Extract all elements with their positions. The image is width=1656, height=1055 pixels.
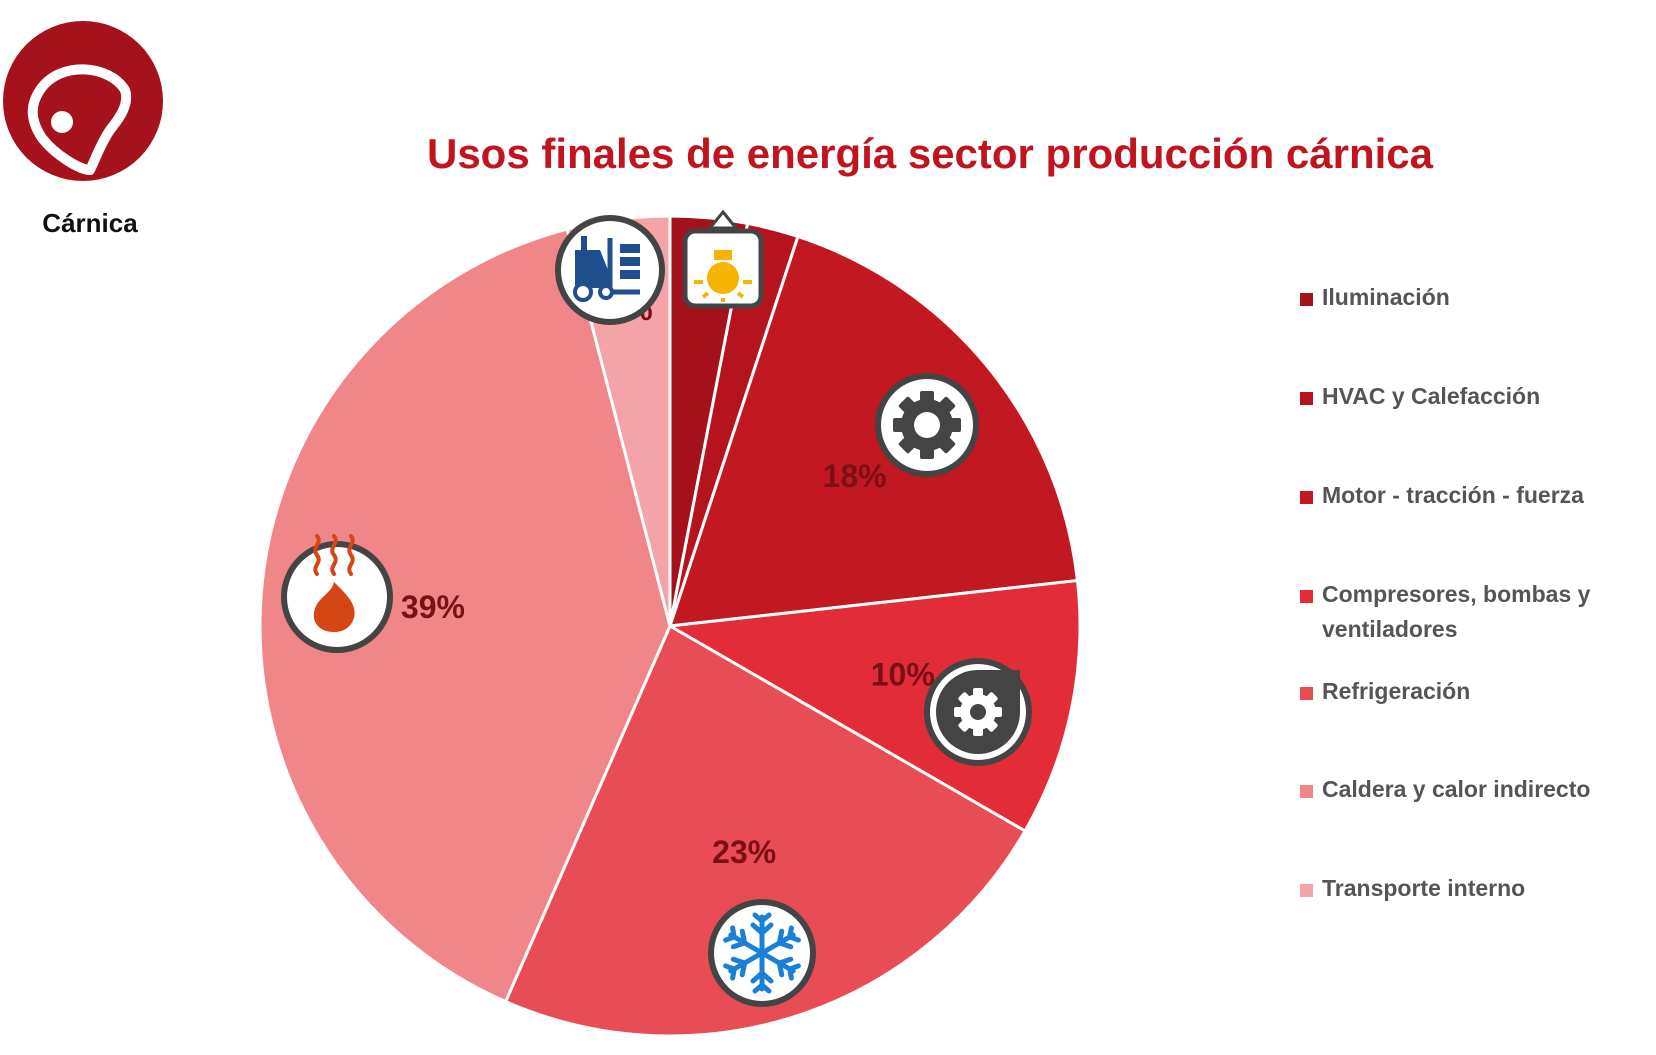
pie-slice-2 — [667, 234, 1080, 628]
legend-label: Transporte interno — [1322, 875, 1526, 901]
legend-label: Refrigeración — [1322, 678, 1471, 704]
legend-item-hvac: HVAC y Calefacción — [1300, 379, 1640, 414]
slice-label-2: 18% — [823, 458, 887, 494]
legend-swatch — [1300, 491, 1313, 504]
slice-label-5: 39% — [401, 589, 465, 625]
legend-swatch — [1300, 590, 1313, 603]
legend-item-motor: Motor - tracción - fuerza — [1300, 478, 1640, 513]
forklift-icon — [555, 215, 665, 325]
gear-icon — [875, 373, 979, 477]
chart-title: Usos finales de energía sector producció… — [426, 130, 1433, 177]
legend-label: Motor - tracción - fuerza — [1322, 482, 1584, 508]
slice-label-4: 23% — [712, 834, 776, 870]
meat-steak-icon — [27, 64, 132, 175]
legend-label: Caldera y calor indirecto — [1322, 776, 1591, 802]
legend-item-refrigeracion: Refrigeración — [1300, 674, 1640, 709]
carnica-logo — [3, 21, 163, 181]
snowflake-icon — [708, 899, 816, 1007]
slice-label-3: 10% — [871, 657, 935, 693]
legend-label: Compresores, bombas y ventiladores — [1322, 581, 1591, 642]
pie-slice-3 — [665, 578, 1082, 834]
logo-label: Cárnica — [42, 208, 138, 238]
legend-swatch — [1300, 687, 1313, 700]
legend-item-caldera: Caldera y calor indirecto — [1300, 772, 1640, 807]
legend-item-iluminacion: Iluminación — [1300, 280, 1640, 315]
pie-slice-5 — [258, 227, 672, 1004]
flame-heat-icon — [281, 534, 393, 653]
legend-item-transporte: Transporte interno — [1300, 871, 1640, 906]
pie-slices — [258, 214, 1082, 1038]
legend-label: Iluminación — [1322, 284, 1450, 310]
lightbulb-icon — [682, 209, 764, 309]
legend-swatch — [1300, 785, 1313, 798]
legend-swatch — [1300, 392, 1313, 405]
legend-swatch — [1300, 884, 1313, 897]
legend-label: HVAC y Calefacción — [1322, 383, 1541, 409]
pie-slice-4 — [503, 623, 1028, 1038]
legend-item-compresores: Compresores, bombas y ventiladores — [1300, 577, 1640, 647]
compressor-pump-icon — [924, 658, 1032, 766]
legend-swatch — [1300, 293, 1313, 306]
